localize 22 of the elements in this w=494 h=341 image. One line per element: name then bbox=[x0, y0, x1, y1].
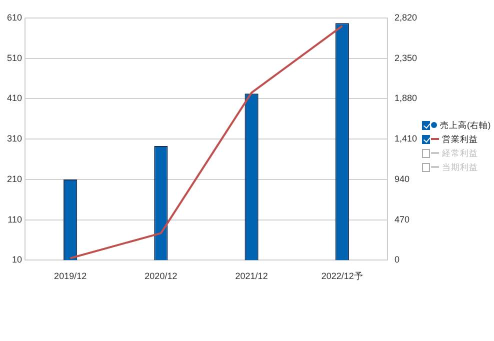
y2-tick-label: 2,820 bbox=[394, 12, 418, 22]
y2-tick-label: 0 bbox=[394, 254, 400, 265]
y-tick-label: 610 bbox=[6, 12, 22, 22]
x-tick-label: 2022/12予 bbox=[321, 271, 363, 282]
y2-tick-label: 940 bbox=[394, 174, 410, 184]
x-tick-label: 2020/12 bbox=[144, 271, 178, 282]
y2-tick-label: 1,410 bbox=[394, 134, 418, 144]
x-tick-label: 2021/12 bbox=[235, 271, 268, 282]
legend-label: 当期利益 bbox=[442, 161, 478, 174]
legend-label: 営業利益 bbox=[442, 133, 478, 146]
y-tick-label: 210 bbox=[6, 174, 22, 184]
legend-label: 売上高(右軸) bbox=[440, 119, 491, 132]
y2-tick-label: 470 bbox=[394, 214, 410, 224]
y-tick-label: 110 bbox=[8, 214, 22, 224]
legend-label: 経常利益 bbox=[442, 147, 478, 160]
y-tick-label: 310 bbox=[6, 134, 22, 144]
x-tick-label: 2019/12 bbox=[54, 271, 87, 282]
y2-tick-label: 1,880 bbox=[394, 93, 418, 104]
y-tick-label: 10 bbox=[12, 254, 22, 265]
y-tick-label: 510 bbox=[6, 52, 22, 63]
y-tick-label: 410 bbox=[6, 93, 22, 104]
y2-tick-label: 2,350 bbox=[394, 52, 418, 63]
